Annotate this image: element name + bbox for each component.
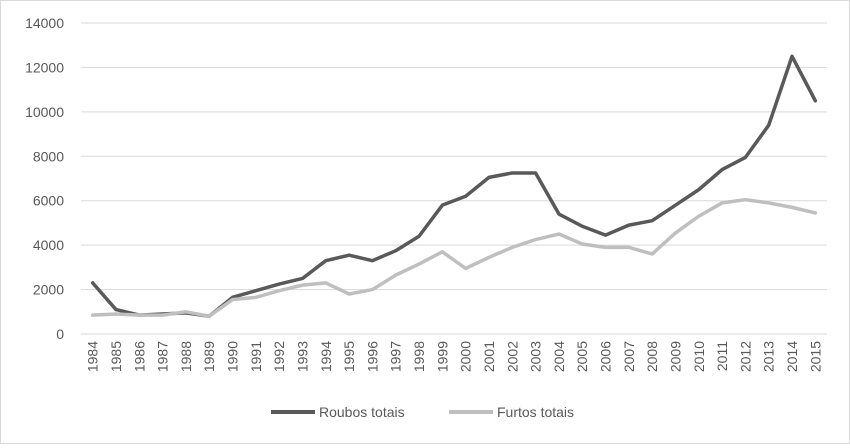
x-tick-label: 2007: [621, 341, 637, 372]
y-tick-label: 8000: [33, 148, 64, 164]
x-tick-label: 1991: [248, 341, 264, 372]
x-tick-label: 2011: [714, 341, 730, 371]
y-tick-label: 14000: [25, 15, 64, 31]
x-tick-label: 1986: [131, 341, 147, 372]
x-tick-label: 2003: [528, 341, 544, 372]
x-tick-label: 1996: [364, 341, 380, 372]
legend: Roubos totais Furtos totais: [271, 404, 574, 420]
gridlines: [81, 22, 827, 335]
x-tick-label: 1995: [341, 341, 357, 372]
x-tick-label: 1984: [85, 341, 101, 372]
x-tick-label: 1990: [225, 341, 241, 372]
x-tick-label: 2002: [504, 341, 520, 372]
x-tick-label: 2014: [784, 341, 800, 372]
y-tick-label: 2000: [33, 282, 64, 298]
x-tick-label: 1985: [108, 341, 124, 372]
x-tick-label: 2008: [644, 341, 660, 372]
x-tick-label: 2015: [807, 341, 823, 372]
y-tick-label: 10000: [25, 104, 64, 120]
x-axis-ticks: 1984 1985 1986 1987 1988 1989 1990 1991 1992 1993…: [85, 341, 824, 372]
x-tick-label: 2006: [598, 341, 614, 372]
x-tick-label: 1988: [178, 341, 194, 372]
y-tick-label: 6000: [33, 193, 64, 209]
legend-label-1: Roubos totais: [319, 404, 405, 420]
x-tick-label: 1993: [294, 341, 310, 372]
series-line-1: [90, 54, 818, 318]
x-tick-label: 1997: [388, 341, 404, 372]
series-lines: [90, 54, 818, 318]
x-tick-label: 1992: [271, 341, 287, 372]
x-tick-label: 1999: [434, 341, 450, 372]
x-tick-label: 2001: [481, 341, 497, 372]
x-tick-label: 2010: [691, 341, 707, 372]
x-tick-label: 2009: [667, 341, 683, 372]
series-line-2: [90, 197, 818, 318]
x-tick-label: 2000: [458, 341, 474, 372]
x-tick-label: 2012: [737, 341, 753, 372]
x-tick-label: 1998: [411, 341, 427, 372]
x-tick-label: 2013: [761, 341, 777, 372]
x-tick-label: 1994: [318, 341, 334, 372]
y-tick-label: 4000: [33, 237, 64, 253]
x-tick-label: 2004: [551, 341, 567, 372]
x-tick-label: 1989: [201, 341, 217, 372]
legend-label-2: Furtos totais: [497, 404, 574, 420]
y-axis-ticks: 0 2000 4000 6000 8000 10000 12000 14000: [25, 15, 64, 342]
x-tick-label: 1987: [155, 341, 171, 372]
y-tick-label: 12000: [25, 59, 64, 75]
x-tick-label: 2005: [574, 341, 590, 372]
y-tick-label: 0: [56, 326, 64, 342]
